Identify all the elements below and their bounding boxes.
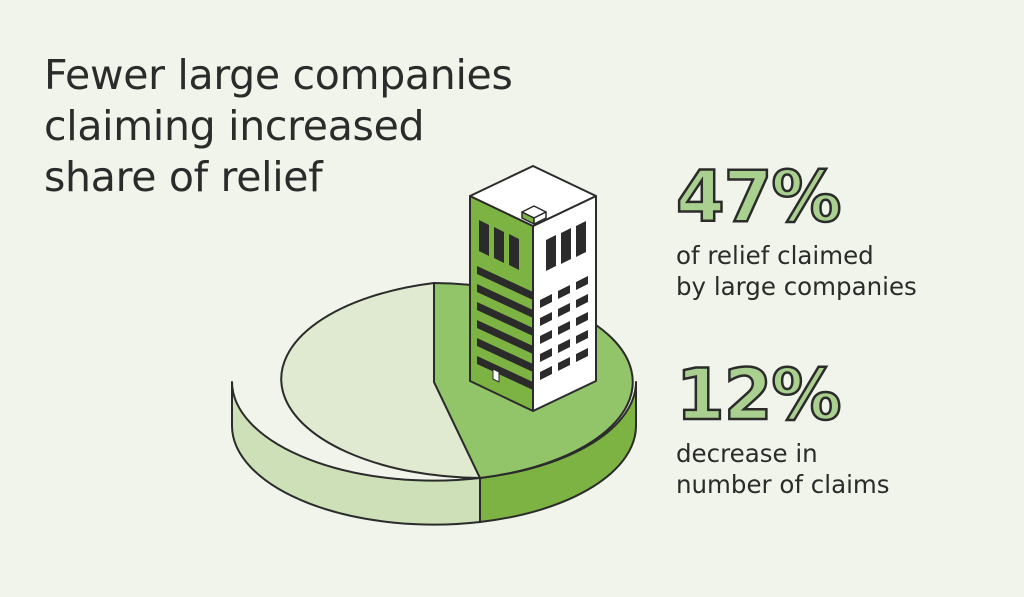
title-line-1: Fewer large companies (44, 51, 513, 99)
stat-value: 47% (675, 156, 843, 238)
stat-label: of relief claimed by large companies (676, 240, 917, 302)
pie-slice-top-other (280, 282, 481, 479)
stat-value: 12% (675, 354, 843, 436)
stat-label-line: of relief claimed (676, 241, 874, 270)
stat-label-line: decrease in (676, 439, 818, 468)
stat-label-line: number of claims (676, 470, 890, 499)
building-icon (469, 165, 597, 412)
page-title: Fewer large companies claiming increased… (44, 50, 644, 203)
stat-label: decrease in number of claims (676, 438, 890, 500)
stat-claims-decrease: 12% decrease in number of claims (675, 354, 890, 500)
stat-relief-share: 47% of relief claimed by large companies (675, 156, 917, 302)
title-line-3: share of relief (44, 153, 323, 201)
title-line-2: claiming increased (44, 102, 425, 150)
stat-label-line: by large companies (676, 272, 917, 301)
